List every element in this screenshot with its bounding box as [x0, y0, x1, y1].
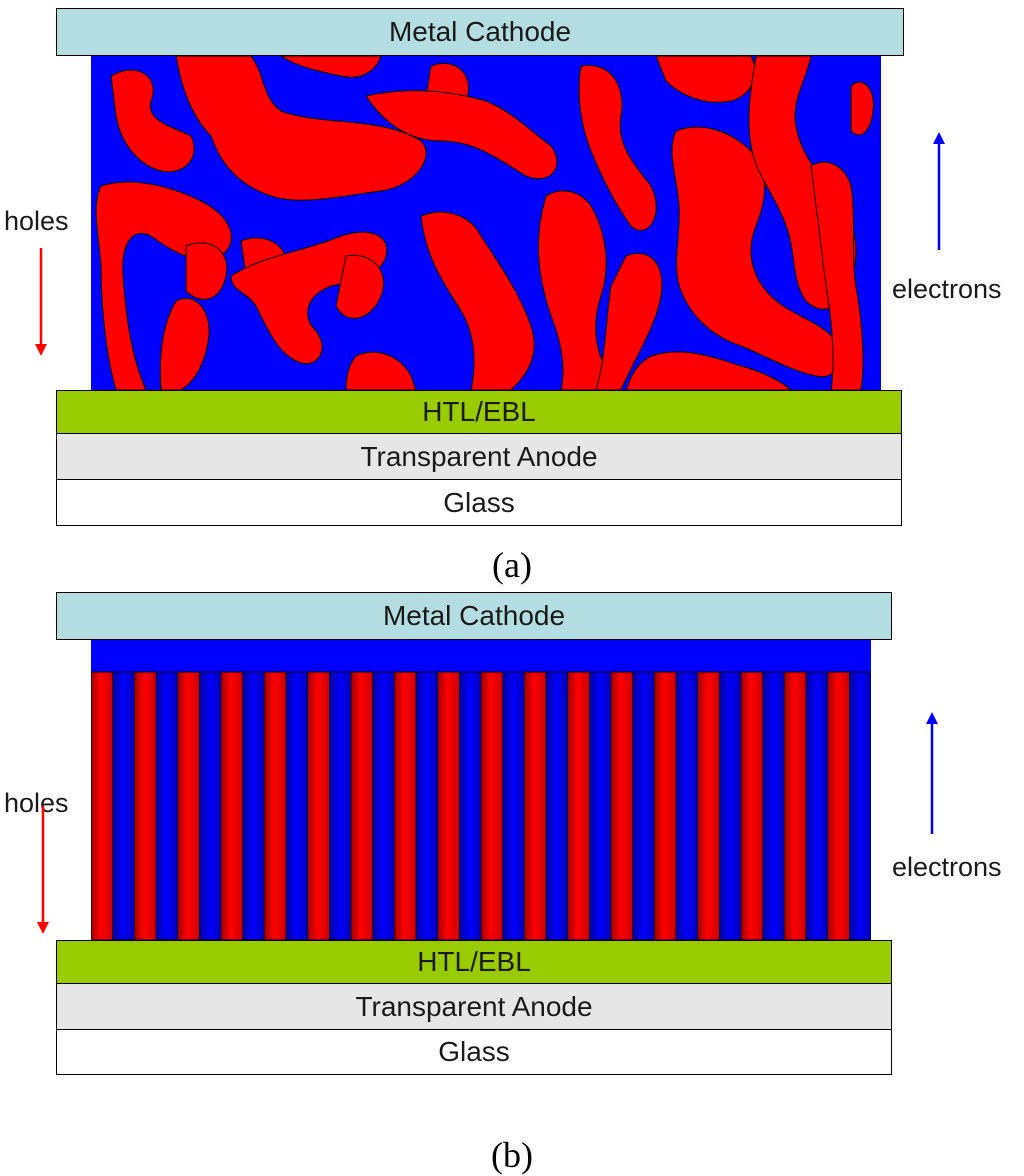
acceptor-bar	[719, 671, 742, 940]
metal-cathode-label: Metal Cathode	[388, 16, 572, 47]
acceptor-bar	[242, 671, 265, 940]
acceptor-bar	[329, 671, 352, 940]
electrons-label: electrons	[892, 274, 1002, 304]
donor-bar	[784, 671, 807, 940]
acceptor-bar	[155, 671, 178, 940]
donor-domain	[578, 64, 657, 231]
acceptor-bar	[762, 671, 785, 940]
donor-domain	[175, 56, 427, 201]
acceptor-bar	[199, 671, 222, 940]
donor-domain	[595, 252, 663, 390]
electrons-label: electrons	[892, 852, 1002, 882]
glass-layer: Glass	[56, 479, 902, 526]
donor-bar	[307, 671, 330, 940]
glass-label: Glass	[438, 1036, 510, 1067]
acceptor-bar	[589, 671, 612, 940]
donor-bar	[91, 671, 113, 940]
donor-domain	[345, 351, 417, 390]
donor-domain	[420, 211, 535, 390]
acceptor-bar	[849, 671, 871, 940]
electrons-arrow-icon	[926, 712, 938, 834]
donor-bar	[697, 671, 720, 940]
donor-domain	[185, 242, 228, 300]
acceptor-bar	[632, 671, 655, 940]
holes-arrow-icon	[37, 806, 49, 934]
metal-cathode-layer: Metal Cathode	[56, 8, 904, 56]
donor-bar	[220, 671, 243, 940]
acceptor-bar	[805, 671, 828, 940]
acceptor-bar	[459, 671, 482, 940]
transparent-anode-layer: Transparent Anode	[56, 433, 902, 480]
electrons-arrow-icon	[933, 132, 945, 250]
glass-layer: Glass	[56, 1029, 892, 1075]
bulk-heterojunction-active-layer	[91, 56, 881, 390]
acceptor-bar	[112, 671, 135, 940]
acceptor-bar	[502, 671, 525, 940]
donor-domain	[335, 254, 384, 319]
acceptor-bar	[675, 671, 698, 940]
donor-bar	[437, 671, 460, 940]
donor-bar	[264, 671, 287, 940]
donor-bar	[394, 671, 417, 940]
donor-bar	[610, 671, 633, 940]
donor-bar	[740, 671, 763, 940]
metal-cathode-label: Metal Cathode	[382, 600, 566, 631]
holes-label: holes	[4, 788, 69, 818]
donor-bar	[524, 671, 547, 940]
htl-ebl-layer: HTL/EBL	[56, 940, 892, 984]
acceptor-bar	[545, 671, 568, 940]
acceptor-bar	[285, 671, 308, 940]
donor-domain	[95, 181, 232, 390]
htl-ebl-label: HTL/EBL	[422, 396, 536, 427]
holes-label: holes	[4, 206, 69, 236]
acceptor-bar	[372, 671, 395, 940]
holes-arrow-icon	[35, 248, 47, 356]
htl-ebl-layer: HTL/EBL	[56, 390, 902, 434]
donor-bar	[480, 671, 503, 940]
acceptor-bar	[415, 671, 438, 940]
panel-b: Metal Cathode HTL/EBL Transparent Anode …	[0, 590, 1024, 1175]
nanostructure-bars	[91, 671, 871, 940]
htl-ebl-label: HTL/EBL	[417, 946, 531, 977]
transparent-anode-label: Transparent Anode	[355, 990, 593, 1022]
donor-bar	[567, 671, 590, 940]
donor-domain	[810, 161, 864, 390]
panel-a: Metal Cathode	[4, 8, 1002, 585]
donor-bar	[350, 671, 373, 940]
ordered-heterojunction-active-layer	[91, 640, 871, 940]
acceptor-capping-layer	[91, 640, 871, 672]
donor-bar	[134, 671, 157, 940]
donor-domain	[280, 56, 382, 78]
donor-bar	[654, 671, 677, 940]
donor-domain	[365, 90, 558, 180]
donor-bar	[827, 671, 850, 940]
caption-b: (b)	[491, 1135, 533, 1175]
metal-cathode-layer: Metal Cathode	[56, 592, 892, 640]
donor-domain	[625, 351, 792, 390]
glass-label: Glass	[443, 486, 515, 518]
donor-domain	[850, 81, 874, 136]
donor-bar	[177, 671, 200, 940]
transparent-anode-layer: Transparent Anode	[56, 983, 892, 1030]
caption-a: (a)	[492, 545, 532, 585]
donor-domain	[110, 69, 195, 173]
donor-domain	[537, 190, 617, 390]
transparent-anode-label: Transparent Anode	[360, 440, 598, 472]
donor-domain	[159, 298, 210, 390]
